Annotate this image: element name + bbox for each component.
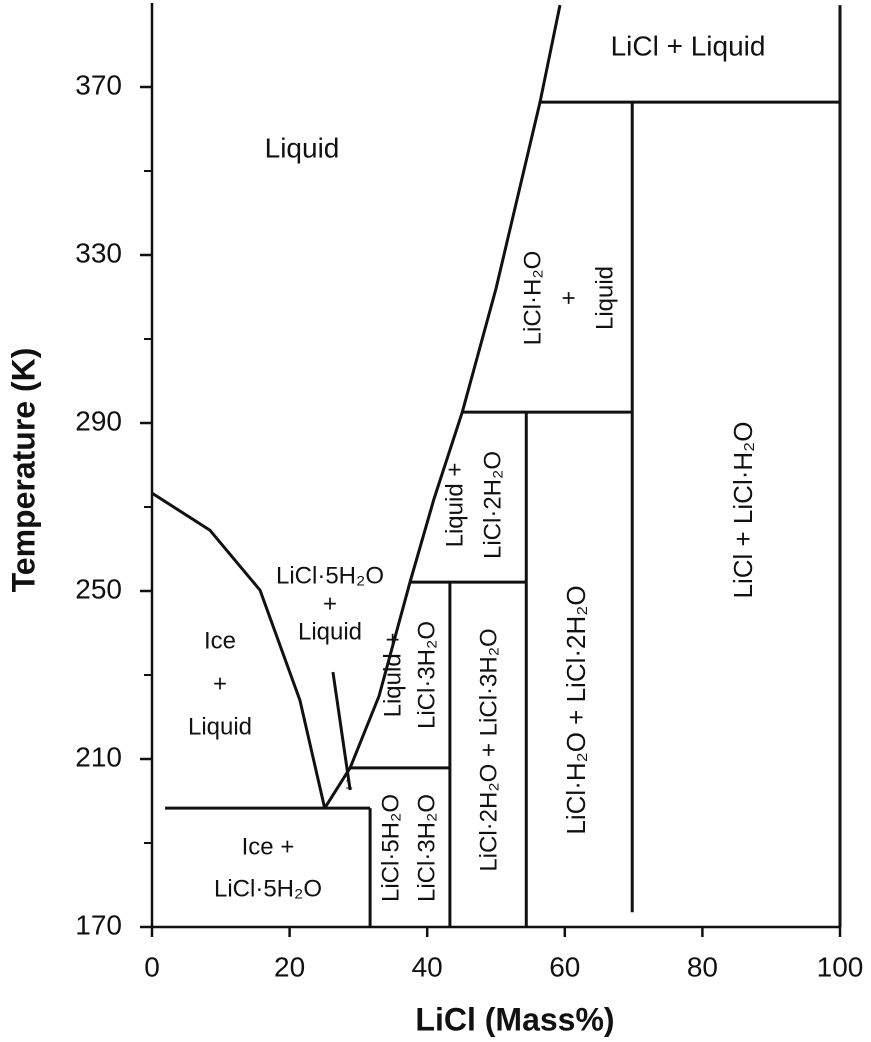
region-label: Liquid (265, 132, 340, 163)
x-axis-title: LiCl (Mass%) (415, 1001, 614, 1037)
region-label: LiCl·2H₂O (479, 451, 506, 559)
y-tick-label: 170 (75, 909, 122, 940)
region-label: Liquid (298, 618, 362, 645)
x-tick-label: 0 (144, 951, 160, 982)
y-tick-label: 290 (75, 405, 122, 436)
region-label: LiCl·3H₂O (413, 794, 440, 902)
region-label: Ice (204, 627, 236, 654)
region-label: 1 (345, 776, 353, 792)
region-label: LiCl·5H₂O (276, 562, 384, 589)
region-label: LiCl·5H₂O (377, 794, 404, 902)
phase-boundary (151, 491, 327, 809)
y-tick-label: 210 (75, 741, 122, 772)
region-label: LiCl·3H₂O (413, 621, 440, 729)
y-axis-title: Temperature (K) (5, 348, 41, 593)
region-label: Ice + (242, 833, 295, 860)
x-tick-label: 60 (549, 951, 580, 982)
x-tick-label: 80 (687, 951, 718, 982)
region-label: Liquid + (379, 633, 406, 718)
region-label: LiCl + Liquid (611, 30, 766, 61)
region-label: + (555, 291, 582, 305)
phase-boundary (331, 671, 352, 791)
region-label: LiCl·5H₂O (214, 875, 322, 902)
y-tick-label: 250 (75, 573, 122, 604)
x-tick-label: 40 (412, 951, 443, 982)
region-label: LiCl·2H₂O + LiCl·3H₂O (475, 628, 502, 871)
region-label: + (213, 670, 227, 697)
region-label: LiCl + LiCl·H₂O (728, 422, 758, 599)
region-label: + (323, 590, 337, 617)
region-label: Liquid (188, 713, 252, 740)
x-tick-label: 100 (817, 951, 864, 982)
y-tick-label: 330 (75, 237, 122, 268)
phase-boundary (323, 4, 562, 809)
x-tick-label: 20 (274, 951, 305, 982)
region-label: Liquid + (441, 463, 468, 548)
y-tick-label: 370 (75, 69, 122, 100)
region-label: Liquid (591, 266, 618, 330)
region-label: LiCl·H₂O + LiCl·2H₂O (561, 585, 591, 834)
region-label: LiCl·H₂O (519, 251, 546, 346)
